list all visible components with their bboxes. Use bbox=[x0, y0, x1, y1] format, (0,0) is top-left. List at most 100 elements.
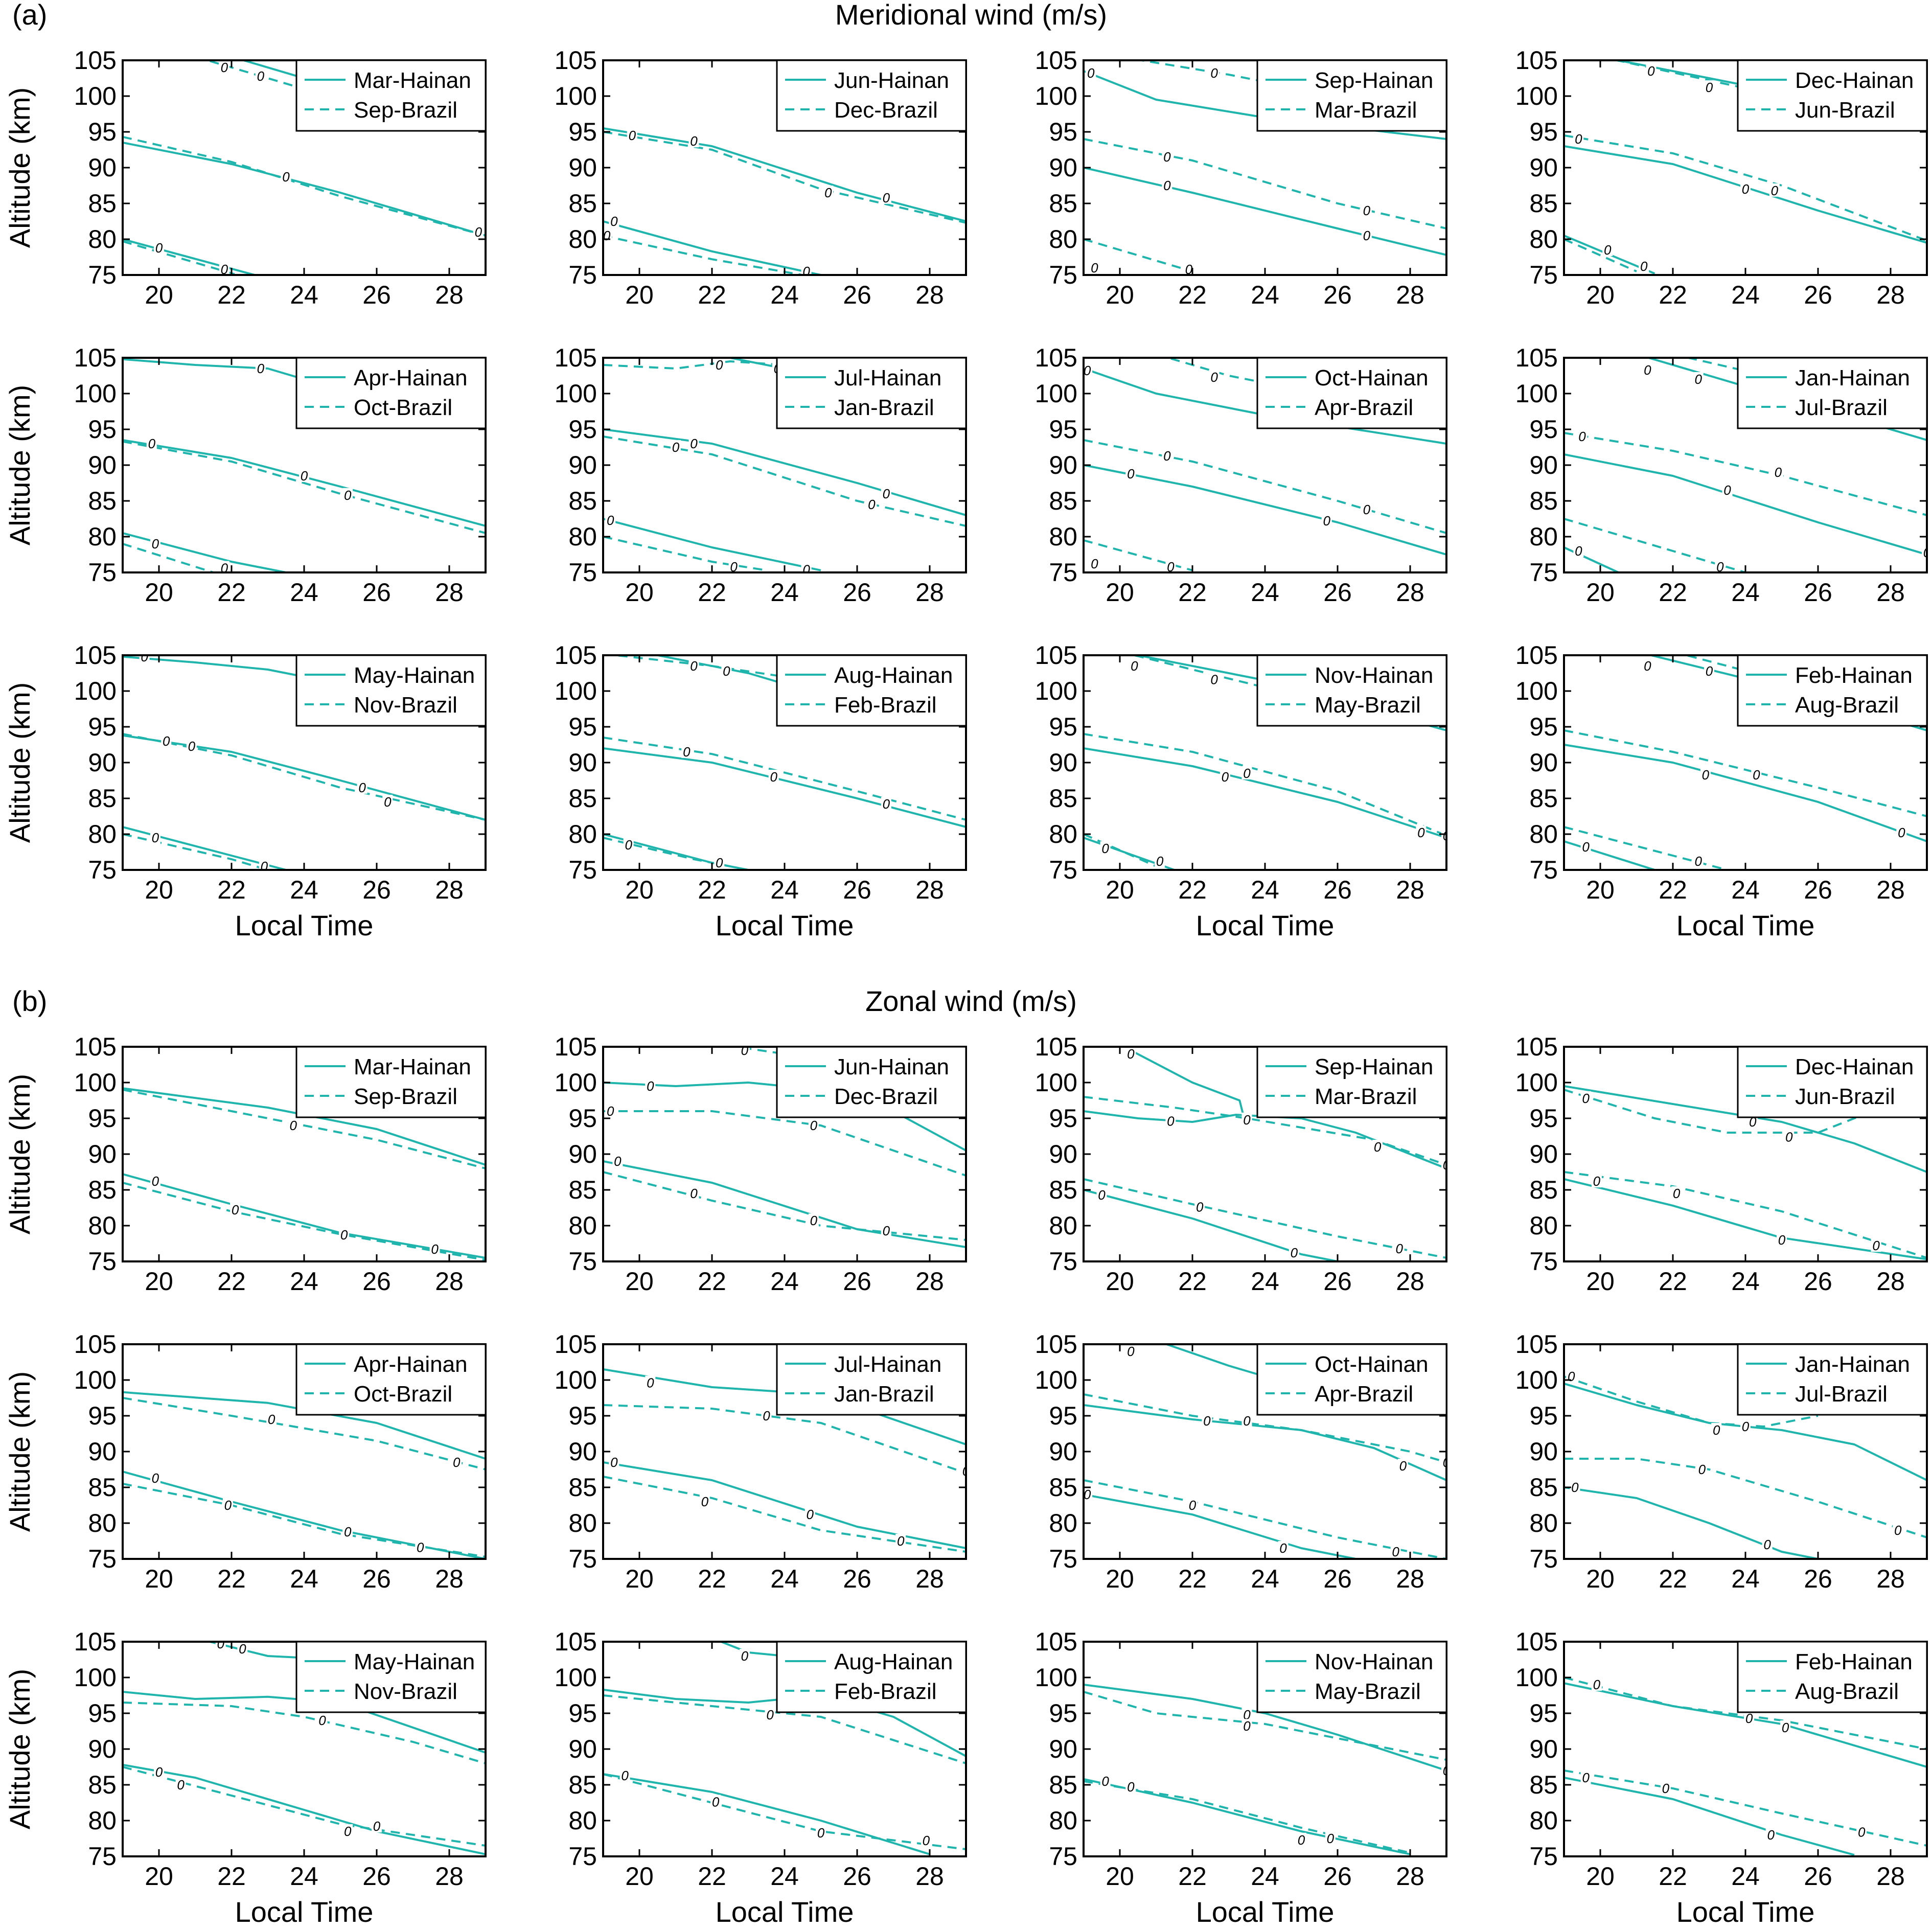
legend-box bbox=[1256, 654, 1447, 727]
contour-label: 0 bbox=[1582, 1770, 1590, 1785]
hainan-contour-line bbox=[1084, 367, 1446, 445]
contour-label: 0 bbox=[607, 513, 614, 528]
y-tick-label: 75 bbox=[1049, 1545, 1077, 1573]
contour-label: 0 bbox=[1778, 1232, 1786, 1248]
y-tick-label: 105 bbox=[74, 1032, 117, 1061]
contour-label: 0 bbox=[1084, 363, 1091, 378]
brazil-contour-line bbox=[1564, 238, 1637, 272]
legend-label-brazil: Mar-Brazil bbox=[1315, 98, 1417, 123]
contour-label-bg bbox=[1577, 429, 1588, 443]
y-tick-label: 105 bbox=[1035, 1627, 1077, 1656]
contour-label: 0 bbox=[384, 794, 392, 810]
x-tick-label: 24 bbox=[1251, 1565, 1279, 1593]
x-tick-label: 22 bbox=[1178, 1267, 1207, 1296]
contour-label-bg bbox=[768, 770, 779, 783]
subplot: 0 0 0 0 0 0 0 20 22 24 26 28 75 80 85 90 95 100 105 Dec-Hai… bbox=[1515, 46, 1928, 309]
contour-label: 0 bbox=[1745, 1711, 1753, 1726]
y-tick-label: 105 bbox=[74, 641, 117, 670]
x-axis-label: Local Time bbox=[1196, 909, 1335, 941]
brazil-contour-line bbox=[123, 833, 268, 870]
contour-label-bg bbox=[1700, 767, 1711, 781]
y-tick-label: 80 bbox=[88, 1806, 117, 1835]
hainan-contour-line bbox=[1084, 1684, 1446, 1772]
subplot: 0 0 0 0 0 0 0 0 20 22 24 26 28 75 80 85 90 95 100 105 Oct-Ha… bbox=[1035, 343, 1447, 607]
contour-label-bg bbox=[146, 436, 157, 450]
x-tick-label: 28 bbox=[1876, 1565, 1905, 1593]
contour-label-bg bbox=[1777, 1233, 1787, 1246]
contour-label-bg bbox=[714, 856, 725, 869]
legend-box bbox=[776, 1046, 967, 1118]
x-tick-label: 20 bbox=[145, 1565, 173, 1593]
legend-box bbox=[1256, 1046, 1447, 1118]
y-tick-label: 100 bbox=[74, 1366, 117, 1394]
subplot: 0 0 0 0 0 0 20 22 24 26 28 75 80 85 90 95 100 105 Aug-Hain… bbox=[555, 1627, 967, 1928]
subplot: 0000000020222426287580859095100105May-Ha… bbox=[4, 1627, 487, 1928]
contour-label-bg bbox=[816, 1825, 826, 1839]
contour-label-bg bbox=[1165, 559, 1176, 572]
contour-label-bg bbox=[921, 1833, 931, 1847]
contour-label: 0 bbox=[232, 1202, 239, 1217]
contour-label: 0 bbox=[1571, 1480, 1579, 1495]
x-tick-label: 20 bbox=[625, 1565, 654, 1593]
hainan-contour-line bbox=[603, 1461, 966, 1549]
contour-label: 0 bbox=[1593, 1677, 1601, 1692]
brazil-contour-line bbox=[603, 1694, 966, 1764]
legend-label-hainan: Sep-Hainan bbox=[1315, 68, 1433, 93]
x-tick-label: 22 bbox=[1178, 1565, 1207, 1593]
contour-label-bg bbox=[219, 60, 229, 74]
x-tick-label: 20 bbox=[1106, 876, 1134, 904]
x-tick-label: 20 bbox=[145, 1862, 173, 1891]
contour-label: 0 bbox=[810, 1213, 818, 1228]
legend-label-hainan: Apr-Hainan bbox=[354, 1352, 468, 1377]
y-tick-label: 90 bbox=[568, 748, 597, 777]
hainan-contour-line bbox=[123, 655, 305, 678]
x-tick-label: 24 bbox=[1731, 1565, 1760, 1593]
contour-label: 0 bbox=[690, 1186, 698, 1201]
y-tick-label: 85 bbox=[88, 784, 117, 813]
contour-label: 0 bbox=[1872, 1238, 1880, 1253]
contour-label: 0 bbox=[1163, 448, 1171, 464]
panel-letter: (b) bbox=[12, 985, 47, 1017]
hainan-contour-line bbox=[603, 747, 966, 828]
contour-label-bg bbox=[150, 1470, 160, 1484]
contour-label: 0 bbox=[770, 769, 777, 785]
x-tick-label: 20 bbox=[145, 281, 173, 309]
y-tick-label: 95 bbox=[1049, 712, 1077, 741]
x-tick-label: 24 bbox=[1731, 1267, 1760, 1296]
hainan-contour-line bbox=[123, 439, 486, 527]
brazil-contour-line bbox=[603, 1110, 966, 1177]
legend-box bbox=[776, 59, 967, 132]
contour-label: 0 bbox=[629, 128, 636, 143]
contour-lines: 0 0 0 0 0 0 bbox=[123, 358, 486, 572]
y-tick-label: 95 bbox=[1529, 1401, 1558, 1430]
contour-label-bg bbox=[154, 240, 164, 254]
y-tick-label: 75 bbox=[88, 1545, 117, 1573]
contour-label: 0 bbox=[1084, 1487, 1091, 1502]
contour-label: 0 bbox=[141, 649, 148, 664]
contour-label: 0 bbox=[344, 1524, 352, 1539]
brazil-contour-line bbox=[123, 1089, 486, 1169]
contour-label: 0 bbox=[883, 796, 890, 812]
y-tick-label: 80 bbox=[88, 820, 117, 848]
legend-box bbox=[776, 357, 967, 429]
legend-label-brazil: May-Brazil bbox=[1315, 693, 1421, 718]
hainan-contour-line bbox=[1084, 1110, 1446, 1169]
y-tick-label: 80 bbox=[1529, 1211, 1558, 1240]
hainan-contour-line bbox=[123, 532, 286, 572]
contour-label-bg bbox=[1086, 66, 1096, 80]
contour-label: 0 bbox=[1723, 482, 1731, 498]
x-tick-label: 28 bbox=[1876, 876, 1905, 904]
contour-label-bg bbox=[1361, 502, 1372, 516]
y-tick-label: 95 bbox=[1049, 1699, 1077, 1728]
contour-label: 0 bbox=[1101, 1774, 1109, 1789]
brazil-contour-line bbox=[123, 135, 486, 237]
legend-label-brazil: May-Brazil bbox=[1315, 1679, 1421, 1704]
contour-label-bg bbox=[219, 561, 229, 572]
x-tick-label: 26 bbox=[843, 578, 871, 607]
contour-label-bg bbox=[1639, 259, 1649, 273]
y-tick-label: 90 bbox=[88, 451, 117, 479]
contour-label: 0 bbox=[373, 1819, 381, 1834]
y-tick-label: 75 bbox=[568, 558, 597, 587]
